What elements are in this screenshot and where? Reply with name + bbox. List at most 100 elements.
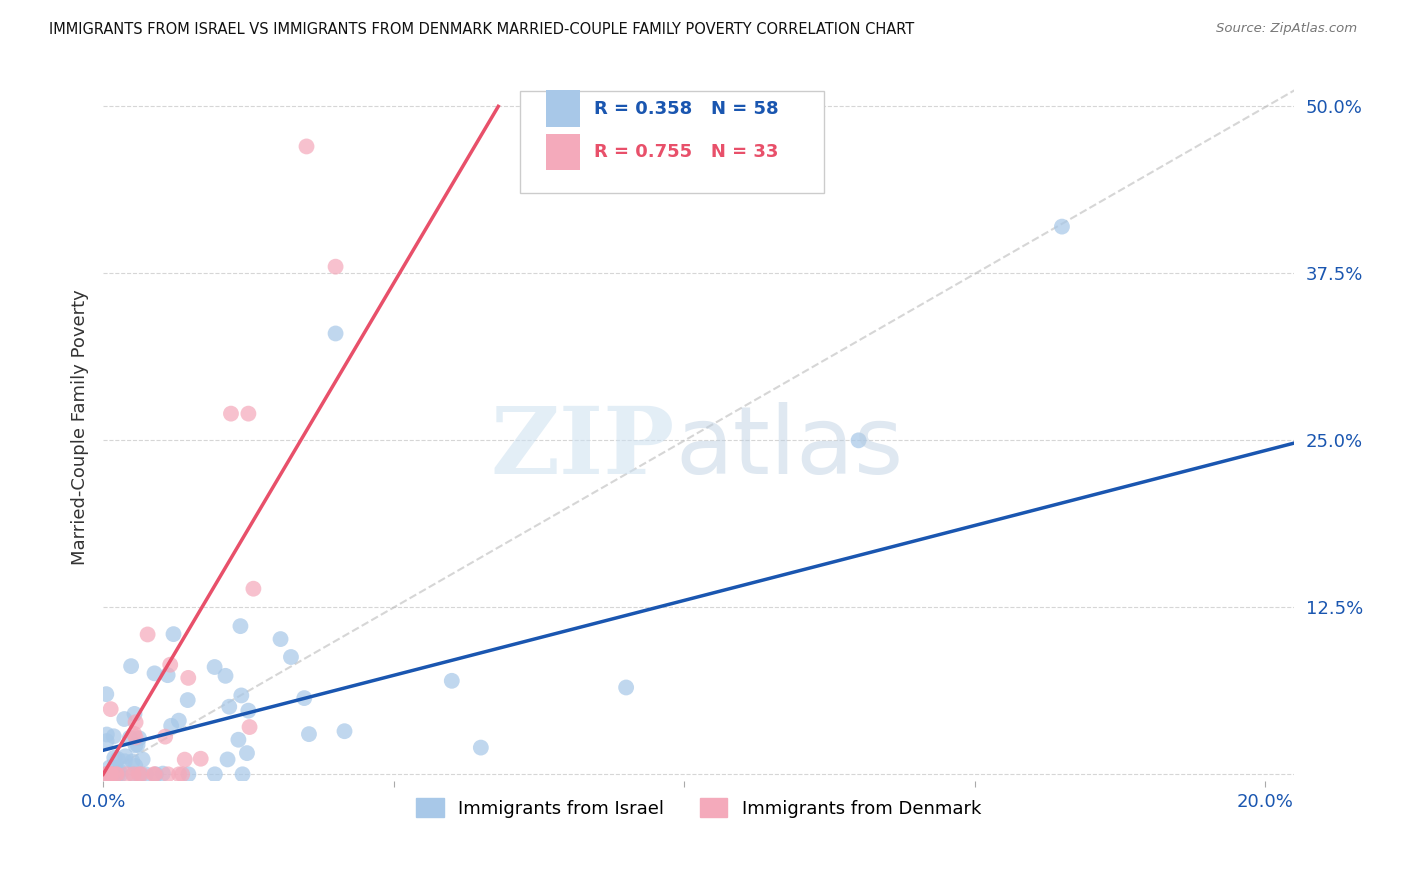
Point — [177, 671, 200, 685]
Point — [156, 767, 179, 781]
Point — [295, 139, 318, 153]
Point — [124, 731, 146, 745]
Point — [160, 719, 183, 733]
FancyBboxPatch shape — [520, 91, 824, 194]
Point — [127, 738, 149, 752]
Point — [120, 659, 142, 673]
Point — [219, 407, 242, 421]
Point — [103, 751, 125, 765]
Text: IMMIGRANTS FROM ISRAEL VS IMMIGRANTS FROM DENMARK MARRIED-COUPLE FAMILY POVERTY : IMMIGRANTS FROM ISRAEL VS IMMIGRANTS FRO… — [49, 22, 914, 37]
Text: ZIP: ZIP — [491, 403, 675, 493]
Point — [122, 767, 145, 781]
Point — [470, 740, 492, 755]
Point — [100, 702, 122, 716]
Point — [298, 727, 321, 741]
Point — [172, 767, 194, 781]
Text: R = 0.755   N = 33: R = 0.755 N = 33 — [593, 143, 779, 161]
FancyBboxPatch shape — [547, 134, 579, 170]
Point — [231, 689, 253, 703]
Point — [173, 753, 195, 767]
Point — [162, 627, 184, 641]
Legend: Immigrants from Israel, Immigrants from Denmark: Immigrants from Israel, Immigrants from … — [409, 791, 988, 825]
Point — [98, 760, 121, 774]
Point — [1050, 219, 1073, 234]
Point — [238, 704, 260, 718]
Point — [131, 767, 153, 781]
Point — [124, 715, 146, 730]
Point — [190, 752, 212, 766]
Point — [228, 732, 250, 747]
Point — [204, 767, 226, 781]
Point — [104, 761, 127, 775]
Point — [153, 730, 176, 744]
Point — [204, 660, 226, 674]
Point — [124, 706, 146, 721]
Point — [105, 767, 128, 781]
Point — [94, 767, 117, 781]
Point — [152, 766, 174, 780]
Point — [440, 673, 463, 688]
Point — [107, 767, 129, 781]
Point — [159, 657, 181, 672]
Point — [110, 767, 132, 781]
Point — [100, 767, 122, 781]
Point — [167, 767, 190, 781]
Point — [108, 764, 131, 778]
Point — [128, 767, 150, 781]
Point — [114, 754, 136, 768]
Text: atlas: atlas — [675, 402, 903, 494]
Point — [122, 727, 145, 741]
Point — [143, 767, 166, 781]
Point — [124, 739, 146, 753]
Point — [156, 668, 179, 682]
Point — [143, 666, 166, 681]
Point — [142, 767, 165, 781]
Point — [105, 767, 128, 781]
Point — [131, 752, 153, 766]
Point — [614, 681, 637, 695]
Point — [280, 650, 302, 665]
Point — [270, 632, 292, 646]
Point — [96, 727, 118, 741]
Point — [100, 767, 122, 781]
Point — [122, 767, 145, 781]
Point — [177, 693, 200, 707]
Point — [128, 731, 150, 746]
Point — [217, 752, 239, 766]
Point — [229, 619, 252, 633]
Point — [136, 627, 159, 641]
Point — [107, 752, 129, 766]
Point — [325, 260, 347, 274]
Point — [118, 731, 141, 745]
Point — [129, 767, 152, 781]
Point — [325, 326, 347, 341]
Point — [218, 699, 240, 714]
Point — [94, 767, 117, 781]
Point — [121, 755, 143, 769]
Point — [103, 729, 125, 743]
Point — [100, 767, 122, 781]
Point — [848, 434, 870, 448]
Point — [238, 407, 260, 421]
Text: R = 0.358   N = 58: R = 0.358 N = 58 — [593, 100, 779, 118]
Point — [231, 767, 253, 781]
Point — [124, 759, 146, 773]
Point — [238, 720, 260, 734]
Point — [177, 767, 200, 781]
Point — [333, 724, 356, 739]
Point — [145, 767, 167, 781]
Y-axis label: Married-Couple Family Poverty: Married-Couple Family Poverty — [72, 289, 89, 565]
Point — [96, 734, 118, 748]
Point — [214, 669, 236, 683]
Point — [242, 582, 264, 596]
Point — [135, 767, 157, 781]
Point — [236, 746, 259, 760]
Point — [101, 767, 124, 781]
Point — [96, 687, 118, 701]
Text: Source: ZipAtlas.com: Source: ZipAtlas.com — [1216, 22, 1357, 36]
Point — [292, 691, 315, 706]
Point — [114, 749, 136, 764]
Point — [167, 714, 190, 728]
Point — [115, 767, 138, 781]
Point — [112, 712, 135, 726]
